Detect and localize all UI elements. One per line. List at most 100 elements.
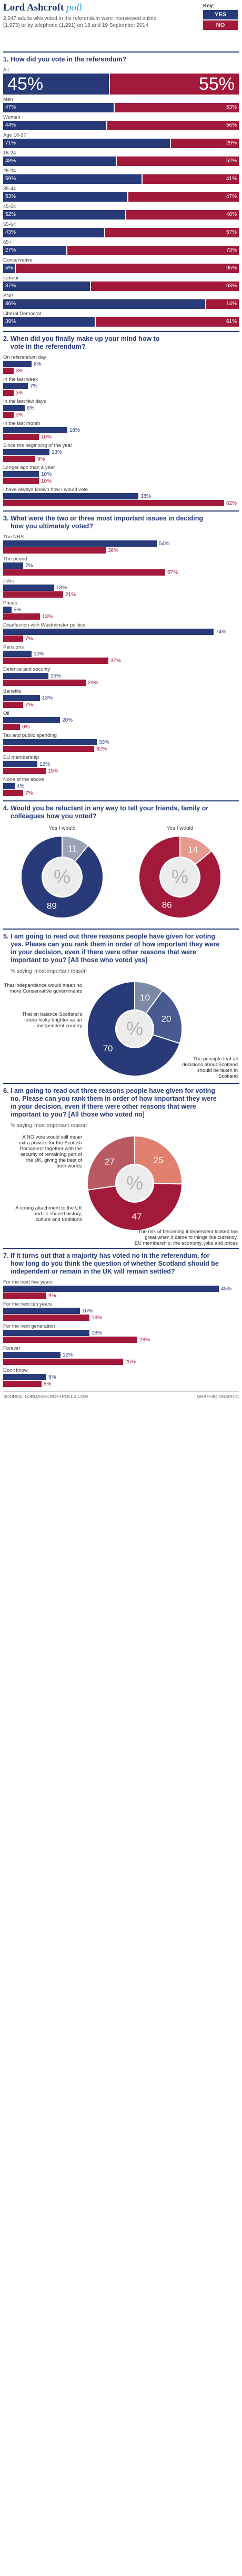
item-label: I have always known how I would vote xyxy=(3,487,88,493)
q1-row-label: 55-64 xyxy=(3,222,16,227)
legend-title: Key: xyxy=(203,3,215,9)
no-value: 3% xyxy=(16,412,24,418)
q2-items: On referendum day 8% 3% In the last week 7% 3… xyxy=(3,354,239,506)
no-bar xyxy=(3,547,106,554)
q5-pie-chart: 10 20 70% That independence would mean no mo… xyxy=(4,981,238,1079)
risk-too-great-value: 47 xyxy=(132,1212,142,1222)
yes-segment: 52% xyxy=(3,210,125,220)
paired-item: Prices 3% 13% xyxy=(3,600,239,620)
item-label: For the next five years xyxy=(3,1279,53,1285)
yes-segment: 71% xyxy=(3,139,170,148)
no-bar xyxy=(3,478,39,484)
yes-bar-row: 7% xyxy=(3,562,239,569)
yes-bar-row: 33% xyxy=(3,739,239,745)
no-bar-row: 9% xyxy=(3,1292,239,1299)
yes-value: 16% xyxy=(51,673,62,679)
q4-yes-pie-title: Yes I would xyxy=(48,826,76,831)
q5-label-brighter-future: That on balance Scotland's future looks b… xyxy=(22,1011,83,1029)
q4-rule xyxy=(3,800,239,801)
no-value: 7% xyxy=(25,702,33,708)
yes-bar-row: 54% xyxy=(3,540,239,547)
no-bar-row: 13% xyxy=(3,613,239,620)
no-bar-row: 3% xyxy=(3,368,239,374)
donut-center xyxy=(117,1011,153,1047)
q3-number: 3. xyxy=(3,515,9,522)
yes-bar-row: 20% xyxy=(3,717,239,723)
yes-value: 33% xyxy=(99,739,110,745)
bar-gap xyxy=(127,192,128,202)
no-segment: 47% xyxy=(128,192,239,202)
no-bar xyxy=(3,613,40,620)
not-reluctant-slice xyxy=(21,835,104,919)
no-value: 7% xyxy=(25,635,33,642)
not-reluctant-value: 89 xyxy=(47,901,57,911)
no-segment: 53% xyxy=(115,103,239,112)
yes-bar-row: 45% xyxy=(3,1286,239,1292)
yes-segment: 48% xyxy=(3,157,116,166)
q3-heading: 3. What were the two or three most impor… xyxy=(3,512,239,534)
yes-bar xyxy=(3,1308,80,1314)
q1-row-label: Age 16-17 xyxy=(3,132,26,138)
no-segment: 48% xyxy=(126,210,239,220)
yes-bar xyxy=(3,673,48,679)
q4-question: Would you be reluctant in any way to tel… xyxy=(11,805,209,820)
yes-value: 12% xyxy=(63,1352,74,1358)
no-segment: 61% xyxy=(96,317,239,327)
no-bar xyxy=(3,412,14,418)
yes-bar xyxy=(3,562,23,569)
no-bar-row: 9% xyxy=(3,456,239,462)
paired-item: None of the above 4% 7% xyxy=(3,776,239,796)
item-label: On referendum day xyxy=(3,354,46,360)
bar-gap xyxy=(142,174,143,184)
no-bar-row: 18% xyxy=(3,1315,239,1321)
yes-segment: 37% xyxy=(3,281,90,291)
q4-no-pie-box: Yes I would 14 86% xyxy=(135,826,225,923)
yes-value: 10% xyxy=(34,651,45,657)
no-bar xyxy=(3,456,35,462)
yes-bar xyxy=(3,629,214,635)
no-value: 18% xyxy=(92,1315,103,1321)
yes-bar xyxy=(3,739,97,745)
infographic: Lord Ashcroft poll 2,047 adults who vote… xyxy=(3,2,239,1399)
item-label: The NHS xyxy=(3,534,24,540)
reluctant-value: 11 xyxy=(68,843,77,853)
best-of-both-slice xyxy=(134,1135,183,1185)
q5-number: 5. xyxy=(3,933,9,940)
no-segment: 29% xyxy=(171,139,239,148)
no-bar xyxy=(3,591,63,598)
paired-item: I have always known how I would vote 38% 6… xyxy=(3,486,239,506)
no-value: 10% xyxy=(41,434,52,440)
q1-row-label: 45-54 xyxy=(3,204,16,210)
q2-heading: 2. When did you finally make up your min… xyxy=(3,332,239,354)
yes-value: 7% xyxy=(30,383,38,389)
not-reluctant-slice xyxy=(138,835,221,919)
item-label: EU membership xyxy=(3,755,39,760)
risk-too-great-slice xyxy=(87,1183,183,1231)
yes-value: 10% xyxy=(41,471,52,477)
no-bar-row: 37% xyxy=(3,658,239,664)
q1-row-bar: 47% 53% xyxy=(3,103,239,112)
yes-bar-row: 16% xyxy=(3,673,239,679)
no-bar xyxy=(3,635,23,642)
q5-subtitle: % saying 'most important reason' xyxy=(11,968,88,974)
q7-question: If it turns out that a majority has vote… xyxy=(11,1252,219,1275)
q1-row: SNP 86% 14% xyxy=(3,293,239,309)
no-value: 21% xyxy=(65,591,76,598)
bar-gap xyxy=(15,264,16,273)
yes-value: 6% xyxy=(27,405,35,411)
item-label: Don't know xyxy=(3,1368,28,1373)
donut-center xyxy=(117,1165,153,1201)
paired-item: EU membership 12% 15% xyxy=(3,754,239,774)
yes-segment: 45% xyxy=(3,74,109,95)
q6-section: 6. I am going to read out three reasons … xyxy=(3,1084,239,1248)
yes-bar xyxy=(3,471,39,477)
yes-segment: 53% xyxy=(3,192,127,202)
yes-bar-row: 8% xyxy=(3,361,239,367)
paired-item: Since the beginning of the year 13% 9% xyxy=(3,442,239,462)
percent-symbol: % xyxy=(126,1018,143,1039)
no-bar-row: 8% xyxy=(3,1381,239,1387)
yes-segment: 47% xyxy=(3,103,114,112)
q1-all-bar: 45% 55% xyxy=(3,74,239,95)
q5-label-no-tory-govts: That independence would mean no more Cons… xyxy=(4,983,83,994)
intro-text: 2,047 adults who voted in the referendum… xyxy=(3,16,157,28)
